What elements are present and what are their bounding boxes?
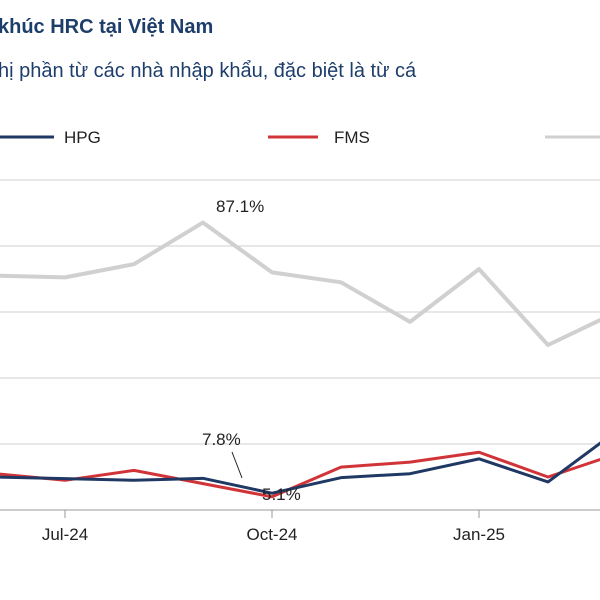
annotation-7-8: 7.8% (202, 430, 241, 449)
series-line-third (0, 220, 600, 347)
annotation-5-1: 5.1% (262, 485, 301, 504)
x-tick-label: Jul-24 (42, 525, 88, 544)
x-tick-label: Oct-24 (246, 525, 297, 544)
legend-label-hpg: HPG (64, 128, 101, 147)
series-line-fms (0, 450, 600, 499)
x-tick-label: Jan-25 (453, 525, 505, 544)
legend-label-fms: FMS (334, 128, 370, 147)
annotation-leader (231, 451, 243, 479)
annotation-87: 87.1% (216, 197, 264, 216)
series-line-hpg (0, 441, 600, 495)
chart-subtitle: hị phần từ các nhà nhập khẩu, đặc biệt l… (0, 60, 417, 82)
chart-title: khúc HRC tại Việt Nam (0, 16, 214, 38)
